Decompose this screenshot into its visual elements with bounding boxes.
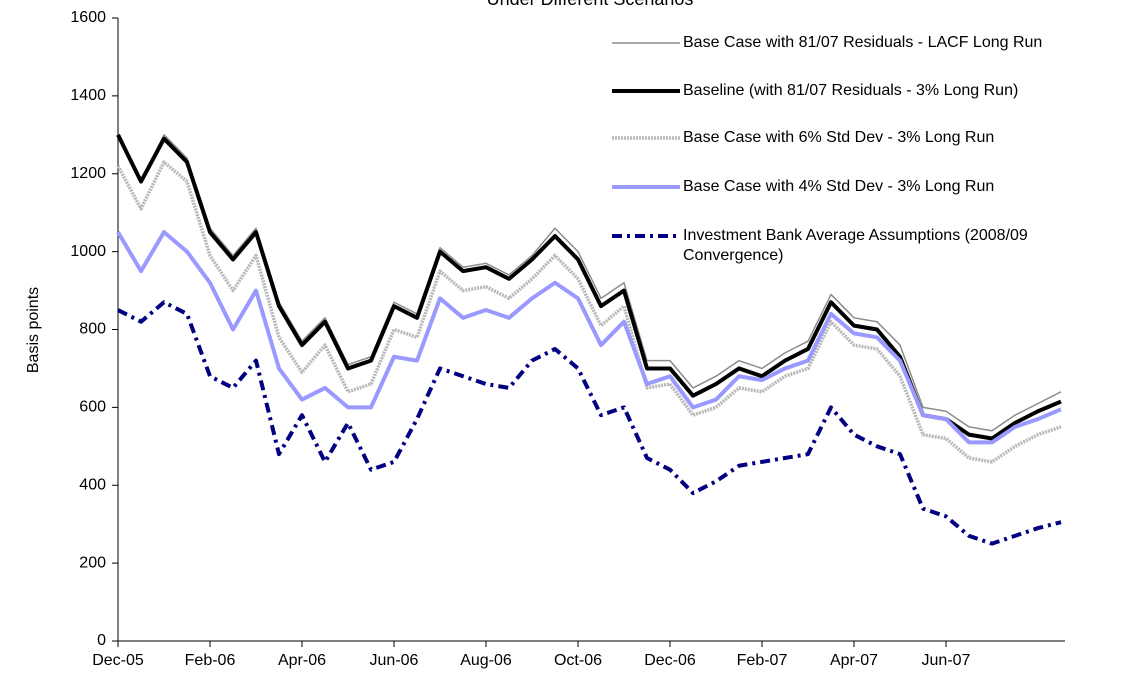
legend-label: Base Case with 81/07 Residuals - LACF Lo…	[683, 34, 1043, 51]
series-line	[116, 160, 1062, 464]
y-tick-label: 1600	[70, 9, 106, 26]
x-tick-label: Dec-06	[644, 652, 696, 669]
y-tick-label: 0	[97, 632, 106, 649]
x-tick-label: Jun-07	[922, 652, 971, 669]
series-line	[116, 230, 1062, 445]
x-tick-label: Aug-06	[460, 652, 512, 669]
legend-label: Baseline (with 81/07 Residuals - 3% Long…	[683, 82, 1019, 99]
x-tick-label: Jun-06	[370, 652, 419, 669]
y-tick-label: 200	[79, 554, 106, 571]
y-tick-label: 600	[79, 399, 106, 416]
x-tick-label: Feb-06	[185, 652, 236, 669]
y-tick-label: 1000	[70, 243, 106, 260]
y-tick-label: 1200	[70, 165, 106, 182]
legend-label: Base Case with 4% Std Dev - 3% Long Run	[683, 178, 995, 195]
legend-label: Base Case with 6% Std Dev - 3% Long Run	[683, 129, 995, 146]
y-tick-label: 400	[79, 476, 106, 493]
y-axis-label: Basis points	[25, 287, 42, 373]
y-tick-label: 1400	[70, 87, 106, 104]
legend-label: Investment Bank Average Assumptions (200…	[683, 227, 1028, 264]
x-tick-label: Oct-06	[554, 652, 602, 669]
x-tick-label: Apr-06	[278, 652, 326, 669]
x-tick-label: Apr-07	[830, 652, 878, 669]
chart-title: Under Different Scenarios	[487, 0, 694, 9]
y-tick-label: 800	[79, 321, 106, 338]
x-tick-label: Dec-05	[92, 652, 144, 669]
x-tick-label: Feb-07	[737, 652, 788, 669]
